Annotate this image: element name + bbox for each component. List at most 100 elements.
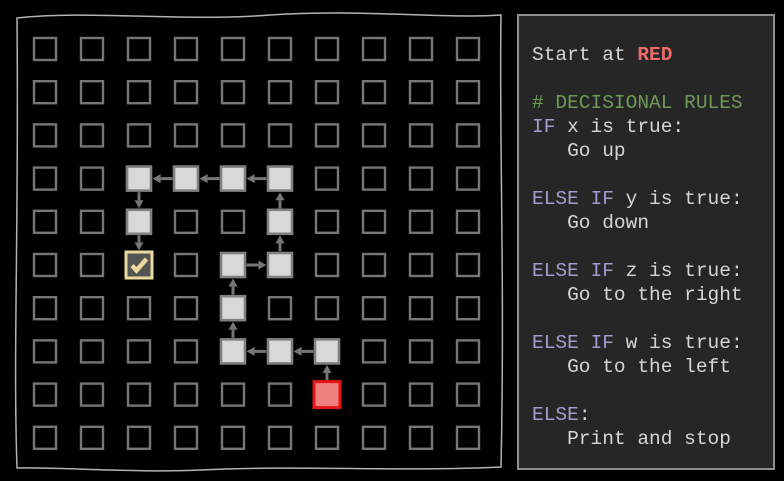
rule-text-segment: x is true:	[555, 116, 685, 138]
grid-cell	[220, 382, 246, 407]
grid-cell	[220, 36, 246, 62]
grid-cell	[361, 209, 387, 235]
path-cell	[266, 165, 294, 192]
grid-cell	[314, 425, 340, 450]
path-cell	[266, 208, 294, 236]
grid-cell	[126, 123, 152, 148]
rule-text-segment: RED	[637, 44, 673, 66]
rule-text-segment: w is true:	[613, 332, 743, 354]
path-arrow-head	[152, 174, 161, 184]
grid-cell	[455, 79, 481, 105]
grid-cell	[267, 79, 293, 105]
rule-line	[532, 67, 763, 91]
grid-cell	[173, 36, 199, 62]
grid-cell	[173, 123, 199, 148]
grid-cell	[455, 339, 481, 364]
grid-cell	[361, 79, 387, 105]
rule-text-segment: ELSE IF	[532, 332, 614, 354]
path-arrow-head	[258, 260, 267, 270]
path-cell	[219, 165, 247, 192]
rule-text-segment: Go to the right	[532, 284, 743, 306]
grid-cell	[32, 36, 58, 62]
grid-cell	[79, 36, 105, 62]
grid-cell	[173, 382, 199, 407]
grid-cell	[408, 339, 434, 364]
grid-cell	[408, 123, 434, 148]
grid-cell	[220, 79, 246, 105]
grid-cell	[32, 123, 58, 148]
grid-cell	[126, 425, 152, 450]
grid-cell	[173, 296, 199, 321]
grid-cell	[361, 339, 387, 364]
grid-cell	[314, 36, 340, 62]
grid-cell	[361, 382, 387, 407]
rule-text-segment: ELSE IF	[532, 260, 614, 282]
grid-panel	[14, 12, 504, 472]
path-arrow-head	[275, 192, 285, 201]
grid-cell	[79, 339, 105, 364]
path-cell	[219, 251, 247, 279]
grid-cell	[361, 166, 387, 191]
hand-drawn-frame	[14, 12, 504, 472]
grid-cell	[361, 296, 387, 321]
grid-cell	[314, 252, 340, 278]
grid-cell	[455, 166, 481, 191]
path-cell	[125, 208, 153, 236]
grid-cell	[173, 209, 199, 235]
rule-line: Go to the left	[532, 355, 763, 379]
rule-text-segment: Go down	[532, 212, 650, 234]
grid-cell	[455, 382, 481, 407]
rule-line	[532, 307, 763, 331]
path-arrow-head	[246, 174, 255, 184]
grid-cell	[32, 252, 58, 278]
grid-cell	[455, 36, 481, 62]
grid-cell	[126, 36, 152, 62]
rules-lines: Start at RED # DECISIONAL RULES IF x is tr…	[532, 43, 763, 451]
grid-cell	[79, 425, 105, 450]
rule-text-segment: ELSE	[532, 404, 579, 426]
checkmark-icon	[130, 257, 149, 274]
path-cell	[219, 338, 247, 365]
grid-cell	[79, 166, 105, 191]
rule-line	[532, 379, 763, 403]
grid-cell	[32, 382, 58, 407]
rule-line: Print and stop	[532, 427, 763, 451]
grid-cell	[408, 209, 434, 235]
grid-cell	[79, 79, 105, 105]
grid-cell	[267, 382, 293, 407]
grid-cell	[173, 339, 199, 364]
path-arrows	[134, 174, 332, 380]
grid-cell	[220, 209, 246, 235]
path-arrow-head	[322, 365, 332, 373]
grid-cell	[455, 425, 481, 450]
rule-text-segment: ELSE IF	[532, 188, 614, 210]
rule-text-segment: Print and stop	[532, 428, 731, 450]
grid-cell	[267, 425, 293, 450]
rule-text-segment: Start at	[532, 44, 638, 66]
grid-cell	[267, 36, 293, 62]
rule-line: Go up	[532, 139, 763, 163]
grid-cell	[314, 166, 340, 191]
grid-cell	[361, 36, 387, 62]
grid-cell	[173, 79, 199, 105]
rule-text-segment: :	[578, 404, 591, 426]
rule-line: Go down	[532, 211, 763, 235]
path-cell	[172, 165, 200, 192]
grid-cell	[126, 382, 152, 407]
grid-cell	[267, 123, 293, 148]
path-cell	[313, 338, 341, 365]
rule-line: ELSE IF y is true:	[532, 187, 763, 211]
grid-cell	[314, 123, 340, 148]
rule-line: ELSE IF w is true:	[532, 331, 763, 355]
grid-cell	[126, 296, 152, 321]
path-cell	[219, 294, 247, 322]
rule-line: # DECISIONAL RULES	[532, 91, 763, 115]
grid-cell	[220, 425, 246, 450]
grid-cell	[79, 382, 105, 407]
rule-line: ELSE IF z is true:	[532, 259, 763, 283]
grid-cell	[408, 166, 434, 191]
rule-line: IF x is true:	[532, 115, 763, 139]
rule-text-segment: y is true:	[613, 188, 743, 210]
grid-cell	[314, 209, 340, 235]
